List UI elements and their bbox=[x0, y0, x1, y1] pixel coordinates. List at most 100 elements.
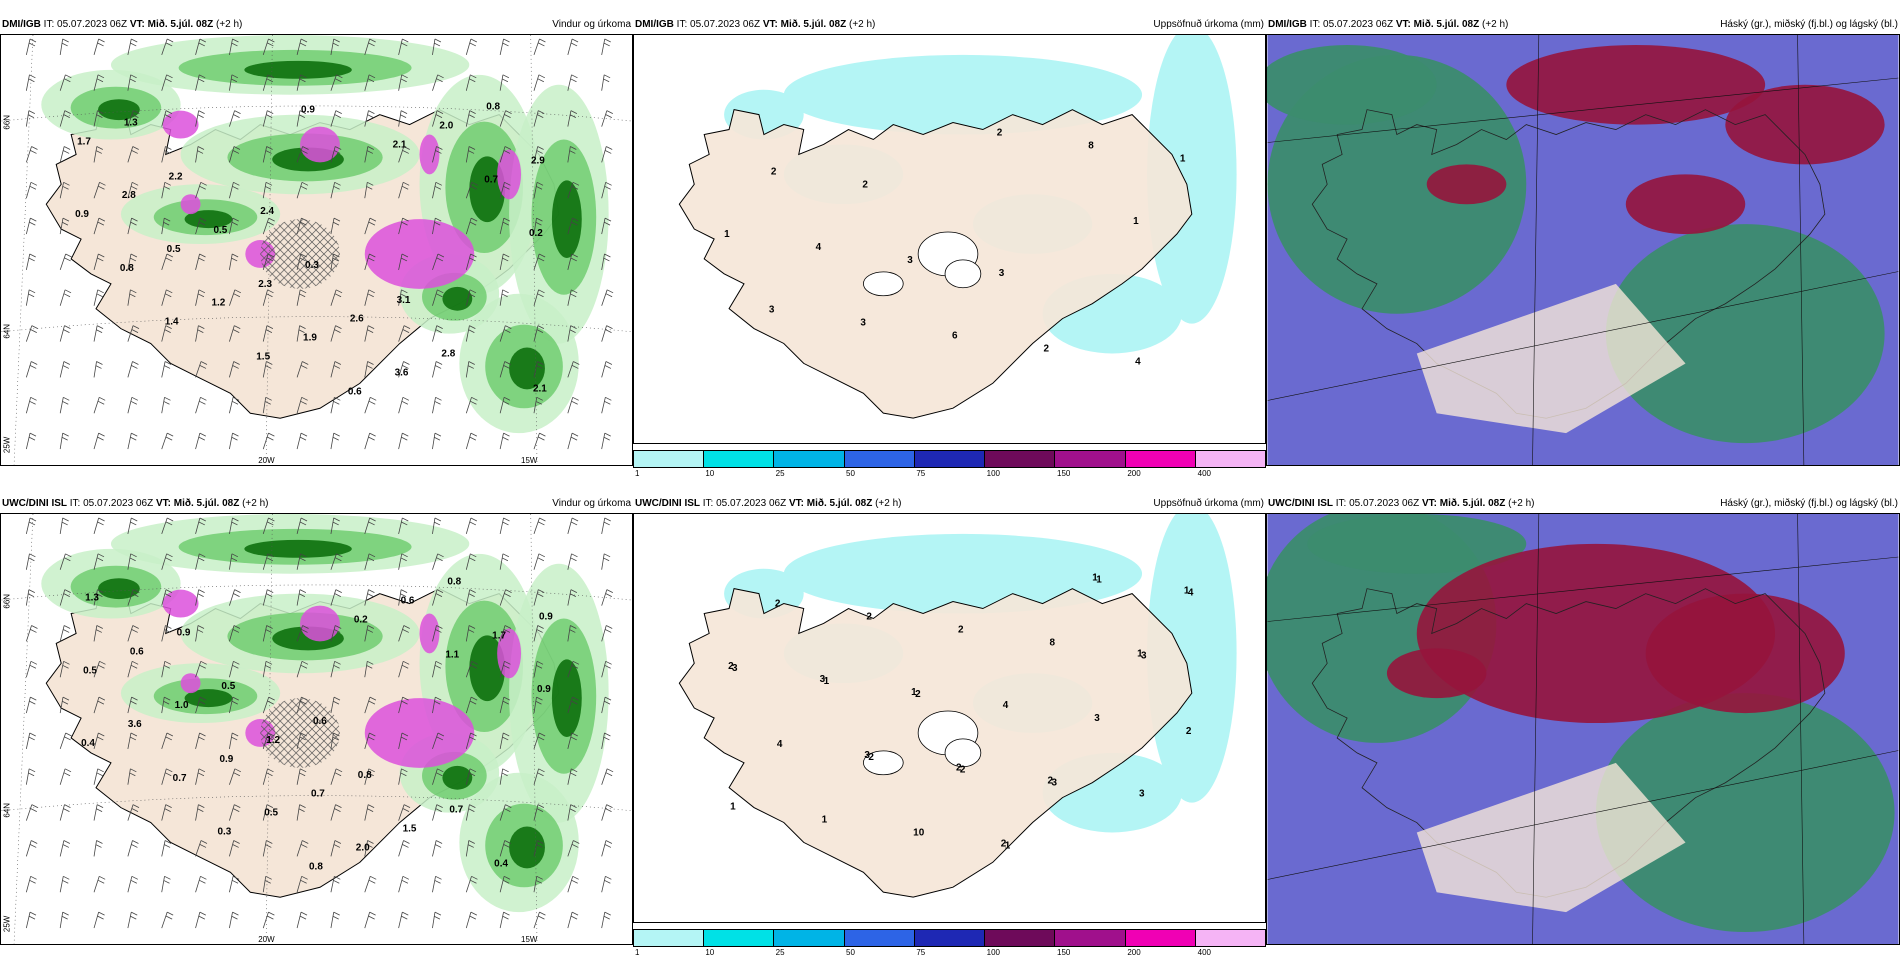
value-label: 2 bbox=[728, 661, 734, 672]
accum-precip-map: 2 3 4 2 3 2 1 4 6 8 1 3 2 1 3 bbox=[678, 35, 1237, 419]
model-name: DMI/IGB bbox=[1268, 19, 1307, 30]
model-name: UWC/DINI ISL bbox=[1268, 498, 1333, 509]
precip-heavy-area bbox=[244, 539, 352, 558]
colorbar-tick-label: 75 bbox=[916, 469, 926, 478]
panel-header-left: DMI/IGB IT: 05.07.2023 06Z VT: Mið. 5.jú… bbox=[1268, 18, 1508, 32]
precip-convective-area bbox=[497, 149, 522, 200]
value-label: 1 bbox=[1092, 573, 1098, 584]
cloud-cover-map bbox=[1267, 514, 1899, 944]
value-label: 0.7 bbox=[449, 805, 463, 816]
value-label: 1.1 bbox=[445, 649, 459, 660]
model-name: DMI/IGB bbox=[635, 19, 674, 30]
value-label: 3.1 bbox=[397, 295, 411, 306]
colorbar-tick-label: 100 bbox=[986, 469, 1001, 478]
value-label: 2.4 bbox=[260, 206, 274, 217]
accum-precip-area bbox=[1147, 514, 1237, 803]
value-label: 2 bbox=[771, 166, 777, 177]
graticule bbox=[1, 514, 632, 944]
value-label: 1 bbox=[1005, 840, 1011, 851]
lat-label-66n: 66N bbox=[2, 594, 11, 609]
cloud-cover-map bbox=[1267, 35, 1899, 465]
hatched-area bbox=[260, 698, 340, 768]
value-label: 2.2 bbox=[169, 171, 183, 182]
colorbar-swatch bbox=[844, 451, 915, 467]
value-label: 0.9 bbox=[537, 684, 551, 695]
value-label: 1 bbox=[730, 802, 736, 813]
clear-sky-area bbox=[1416, 762, 1686, 913]
value-label: 0.8 bbox=[309, 861, 323, 872]
value-label: 3 bbox=[860, 318, 866, 329]
value-label: 2.0 bbox=[356, 842, 370, 853]
valid-time: Mið. 5.júl. 08Z bbox=[1439, 498, 1509, 509]
lead-time: (+2 h) bbox=[215, 19, 243, 30]
value-label: 2.1 bbox=[533, 383, 547, 394]
value-label: 0.5 bbox=[264, 808, 278, 819]
panel-title-bar: DMI/IGB IT: 05.07.2023 06Z VT: Mið. 5.jú… bbox=[1266, 18, 1900, 33]
precip-convective-area bbox=[419, 134, 440, 175]
field-value-labels: 1.3 2.4 3.1 2.1 2.2 0.3 2.8 1.7 0.5 2.6 0.8 2.8 2.3 3… bbox=[75, 102, 547, 398]
value-label: 2 bbox=[956, 763, 962, 774]
value-label: 0.5 bbox=[221, 681, 235, 692]
panel-header-left: DMI/IGB IT: 05.07.2023 06Z VT: Mið. 5.jú… bbox=[635, 18, 875, 32]
value-label: 1.2 bbox=[211, 298, 225, 309]
high-cloud-area bbox=[1267, 44, 1437, 125]
value-label: 0.8 bbox=[486, 102, 500, 113]
colorbar-swatch bbox=[704, 930, 775, 946]
precip-convective-area bbox=[419, 613, 440, 654]
colorbar-tick-label: 1 bbox=[635, 469, 640, 478]
init-time: IT: 05.07.2023 06Z bbox=[1335, 498, 1422, 509]
value-label: 3 bbox=[1139, 789, 1145, 800]
accum-precip-area bbox=[783, 533, 1143, 614]
panel-product-title: Vindur og úrkoma bbox=[552, 19, 631, 30]
value-label: 2.1 bbox=[393, 139, 407, 150]
value-label: 4 bbox=[1003, 700, 1009, 711]
graticule bbox=[1, 35, 632, 465]
colorbar-tick-label: 150 bbox=[1057, 948, 1071, 957]
panel-header-left: UWC/DINI ISL IT: 05.07.2023 06Z VT: Mið.… bbox=[2, 497, 269, 511]
value-label: 3 bbox=[769, 305, 775, 316]
value-label: 3 bbox=[864, 750, 870, 761]
value-label: 0.3 bbox=[305, 260, 319, 271]
value-label: 2 bbox=[958, 624, 964, 635]
precip-heavy-area bbox=[469, 635, 506, 702]
precip-convective-area bbox=[364, 698, 475, 768]
colorbar-swatch bbox=[1125, 451, 1196, 467]
value-label: 4 bbox=[1135, 356, 1141, 367]
precip-heavy-area bbox=[98, 99, 140, 121]
value-label: 6 bbox=[952, 331, 958, 342]
colorbar-swatch bbox=[774, 451, 845, 467]
lon-label-25w: 25W bbox=[2, 915, 11, 932]
colorbar-tick-label: 400 bbox=[1197, 948, 1212, 957]
map-frame bbox=[1266, 513, 1900, 945]
colorbar-tick-label: 25 bbox=[775, 469, 785, 478]
value-label: 2 bbox=[960, 765, 966, 776]
model-name: DMI/IGB bbox=[2, 19, 41, 30]
precip-heavy-area bbox=[442, 765, 473, 790]
value-label: 4 bbox=[777, 739, 783, 750]
value-label: 0.5 bbox=[213, 225, 227, 236]
valid-time: Mið. 5.júl. 08Z bbox=[806, 498, 876, 509]
value-label: 1.9 bbox=[303, 333, 317, 344]
panel-header-left: UWC/DINI ISL IT: 05.07.2023 06Z VT: Mið.… bbox=[1268, 497, 1535, 511]
lon-label-25w: 25W bbox=[2, 436, 11, 453]
value-label: 0.7 bbox=[173, 773, 187, 784]
panel-title-bar: UWC/DINI ISL IT: 05.07.2023 06Z VT: Mið.… bbox=[1266, 497, 1900, 512]
lon-label-20w: 20W bbox=[258, 456, 275, 465]
value-label: 0.2 bbox=[354, 614, 368, 625]
value-label: 0.9 bbox=[539, 612, 553, 623]
glacier-outline bbox=[863, 271, 904, 297]
colorbar-swatch bbox=[634, 451, 705, 467]
value-label: 3.6 bbox=[128, 719, 142, 730]
value-label: 2 bbox=[775, 599, 781, 610]
colorbar-swatch bbox=[1195, 930, 1265, 946]
panel-clouds-uwc: UWC/DINI ISL IT: 05.07.2023 06Z VT: Mið.… bbox=[1266, 497, 1900, 945]
colorbar-swatch bbox=[774, 930, 845, 946]
colorbar-swatch bbox=[985, 930, 1056, 946]
colorbar-swatch bbox=[1195, 451, 1265, 467]
panel-wind-precip-uwc: UWC/DINI ISL IT: 05.07.2023 06Z VT: Mið.… bbox=[0, 497, 633, 945]
valid-time-label: VT: bbox=[788, 498, 804, 509]
precip-heavy-area bbox=[184, 210, 233, 229]
value-label: 2.9 bbox=[531, 155, 545, 166]
panel-product-title: Háský (gr.), miðský (fj.bl.) og lágský (… bbox=[1720, 19, 1898, 30]
